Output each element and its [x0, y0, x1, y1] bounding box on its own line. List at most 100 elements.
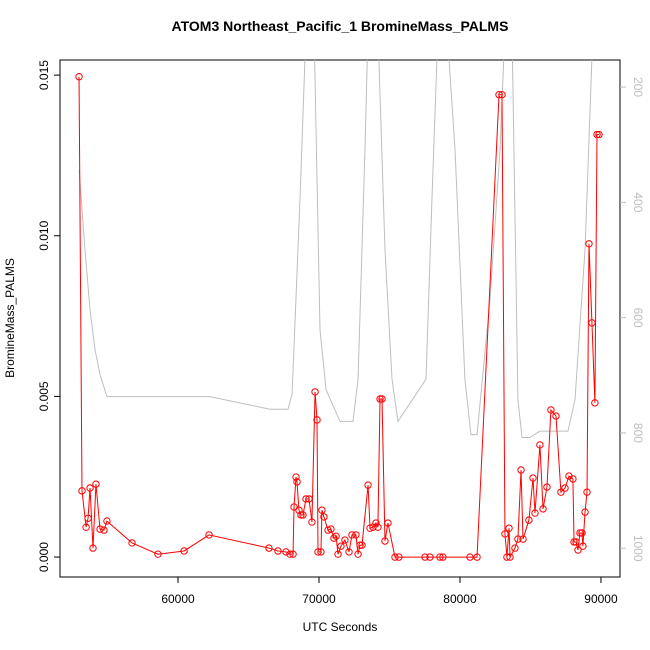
x-axis-label: UTC Seconds: [303, 620, 378, 634]
data-point: [292, 473, 300, 481]
x-tick-label: 80000: [443, 592, 477, 606]
data-point: [595, 130, 603, 139]
data-line: [78, 76, 599, 559]
data-point: [313, 416, 321, 424]
data-point: [376, 395, 384, 403]
data-point: [576, 529, 584, 537]
data-point: [536, 441, 544, 449]
data-point: [86, 484, 94, 492]
data-point: [299, 511, 307, 519]
data-point: [297, 511, 305, 519]
data-point: [384, 519, 392, 527]
data-point: [128, 539, 136, 547]
data-point: [180, 547, 188, 555]
data-point: [78, 487, 86, 495]
data-point: [591, 399, 599, 407]
data-point: [426, 553, 434, 561]
data-point: [92, 480, 100, 488]
data-point: [327, 525, 335, 533]
y2-tick-label: 200: [631, 77, 645, 97]
data-point: [466, 553, 474, 561]
data-point: [289, 550, 297, 558]
data-point: [317, 548, 325, 556]
data-point: [334, 550, 342, 558]
data-point: [84, 514, 92, 522]
data-point: [354, 550, 362, 558]
data-point: [345, 548, 353, 556]
data-point: [358, 541, 366, 549]
data-point: [356, 541, 364, 549]
data-point: [505, 524, 513, 532]
data-point: [100, 526, 108, 534]
data-point: [286, 550, 294, 558]
data-point: [503, 553, 511, 561]
data-point: [295, 506, 303, 514]
data-point: [498, 91, 506, 99]
y-tick-label: 0.000: [37, 542, 51, 572]
data-point: [570, 538, 578, 546]
data-point: [302, 495, 310, 503]
data-point: [588, 319, 596, 327]
data-point: [514, 535, 522, 543]
data-point: [348, 531, 356, 539]
data-point: [89, 544, 97, 552]
data-point: [593, 130, 601, 139]
data-point: [579, 542, 587, 550]
data-point: [552, 412, 560, 420]
data-point: [308, 518, 316, 526]
data-point: [330, 534, 338, 542]
data-point: [569, 475, 577, 483]
data-point: [531, 509, 539, 517]
data-point: [318, 506, 326, 514]
x-tick-label: 60000: [161, 592, 195, 606]
data-point: [378, 395, 386, 403]
data-point: [572, 538, 580, 546]
data-point: [274, 547, 282, 555]
x-tick-label: 70000: [302, 592, 336, 606]
data-point: [314, 548, 322, 556]
data-point: [311, 388, 319, 396]
data-point: [96, 525, 104, 533]
data-point: [519, 535, 527, 543]
data-point: [439, 553, 447, 561]
data-point: [574, 546, 582, 554]
data-point: [103, 517, 111, 525]
data-point: [543, 483, 551, 491]
y-tick-label: 0.010: [37, 220, 51, 250]
x-tick-label: 90000: [584, 592, 618, 606]
data-point: [557, 488, 565, 496]
data-point: [282, 548, 290, 556]
data-point: [337, 542, 345, 550]
data-point: [495, 91, 503, 99]
data-point: [585, 240, 593, 248]
y-axis-label: BromineMass_PALMS: [3, 258, 17, 378]
y2-tick-label: 1000: [631, 535, 645, 562]
plot-frame: [59, 59, 621, 578]
data-point: [436, 553, 444, 561]
data-point: [581, 508, 589, 516]
data-point: [506, 553, 514, 561]
data-point: [372, 519, 380, 527]
data-point: [529, 474, 537, 482]
data-point: [374, 523, 382, 531]
data-point: [154, 550, 162, 558]
data-point: [501, 530, 509, 538]
data-point: [583, 488, 591, 496]
data-point: [364, 481, 372, 489]
data-point: [473, 553, 481, 561]
data-point: [366, 524, 374, 532]
data-point: [265, 544, 273, 552]
data-point: [305, 495, 313, 503]
data-point: [561, 484, 569, 492]
data-point: [517, 466, 525, 474]
data-point: [320, 513, 328, 521]
data-point: [421, 553, 429, 561]
data-line: [78, 60, 593, 439]
data-point: [352, 531, 360, 539]
chart-title: ATOM3 Northeast_Pacific_1 BromineMass_PA…: [172, 18, 509, 34]
data-point: [539, 505, 547, 513]
data-point: [525, 516, 533, 524]
plot-area: [75, 60, 603, 561]
